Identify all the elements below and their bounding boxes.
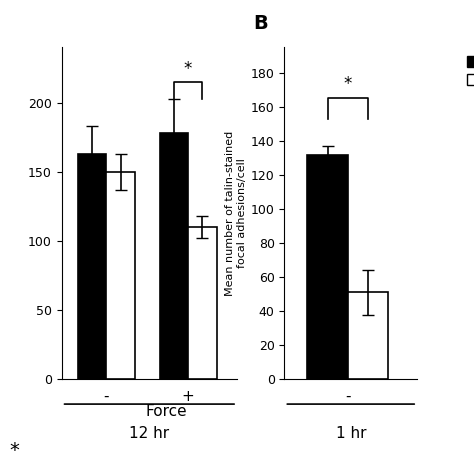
Text: *: *	[344, 75, 352, 93]
Text: *: *	[184, 60, 192, 78]
Bar	[188, 227, 217, 379]
Legend: FLNa WT, FLNa KD: FLNa WT, FLNa KD	[465, 54, 474, 90]
Text: *: *	[9, 441, 19, 460]
Y-axis label: Mean number of talin-stained
focal adhesions/cell: Mean number of talin-stained focal adhes…	[225, 131, 246, 296]
Bar	[78, 154, 107, 379]
Text: Force: Force	[145, 404, 187, 419]
Bar	[160, 133, 188, 379]
Bar	[107, 172, 135, 379]
Text: 1 hr: 1 hr	[336, 426, 366, 441]
Text: 12 hr: 12 hr	[129, 426, 169, 441]
Text: B: B	[254, 14, 268, 33]
Bar	[348, 292, 388, 379]
Bar	[308, 155, 348, 379]
